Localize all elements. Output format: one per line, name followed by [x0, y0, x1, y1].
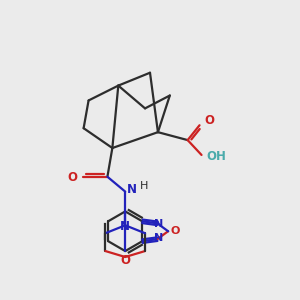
Text: N: N	[120, 220, 130, 233]
Text: O: O	[205, 114, 214, 127]
Text: O: O	[170, 226, 180, 236]
Text: N: N	[154, 233, 163, 243]
Text: N: N	[127, 183, 137, 196]
Text: H: H	[140, 181, 148, 191]
Text: O: O	[120, 254, 130, 268]
Text: N: N	[154, 219, 163, 229]
Text: OH: OH	[206, 150, 226, 164]
Text: O: O	[68, 171, 78, 184]
